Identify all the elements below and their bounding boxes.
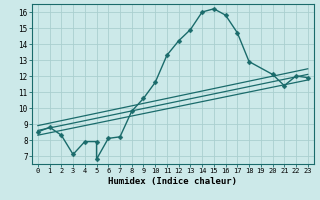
X-axis label: Humidex (Indice chaleur): Humidex (Indice chaleur) bbox=[108, 177, 237, 186]
